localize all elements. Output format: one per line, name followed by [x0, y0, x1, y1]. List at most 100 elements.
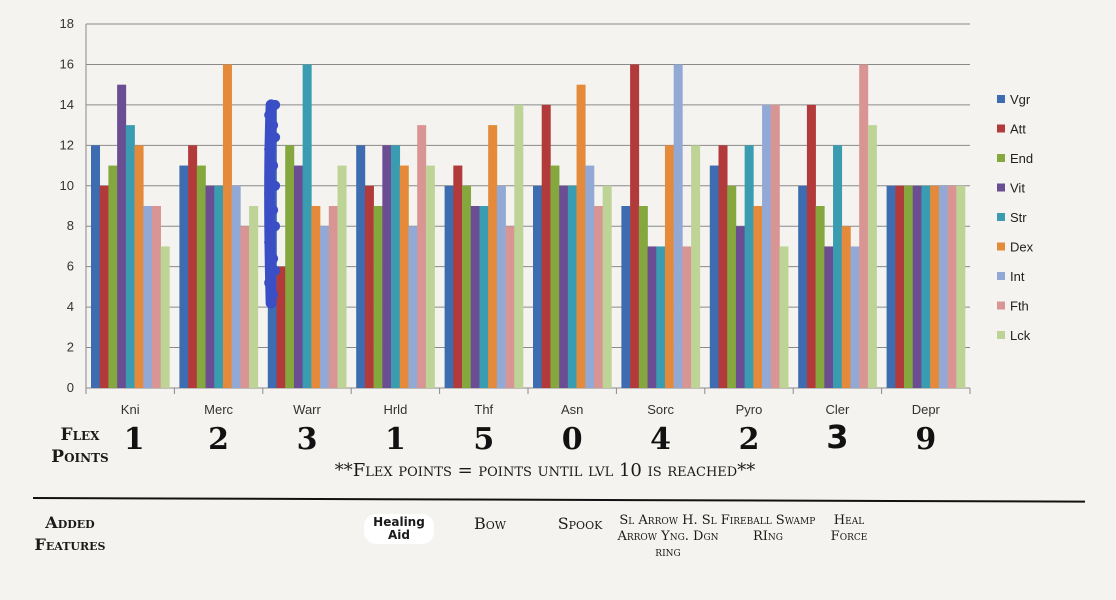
bar-vgr-kni	[91, 145, 101, 388]
y-tick-label: 18	[60, 16, 74, 31]
bar-vit-asn	[559, 185, 569, 388]
legend-label-vgr: Vgr	[1010, 92, 1031, 107]
bar-vgr-sorc	[621, 206, 631, 388]
bar-dex-kni	[134, 145, 144, 388]
bar-fth-thf	[505, 226, 515, 388]
bar-att-pyro	[718, 145, 728, 388]
bar-int-depr	[938, 185, 948, 388]
bar-lck-merc	[249, 206, 259, 388]
bar-vit-pyro	[735, 226, 745, 388]
legend-swatch-fth	[997, 301, 1005, 310]
x-tick-label: Depr	[912, 402, 941, 417]
bar-fth-kni	[151, 206, 161, 388]
bar-end-asn	[550, 165, 560, 388]
bar-att-depr	[895, 185, 905, 388]
bar-vit-kni	[117, 84, 127, 389]
bar-att-asn	[541, 104, 551, 388]
bar-vgr-hrld	[356, 145, 366, 388]
legend-label-vit: Vit	[1010, 181, 1025, 196]
bar-str-kni	[125, 125, 135, 388]
bar-att-cler	[806, 104, 816, 388]
bar-att-warr	[276, 266, 286, 388]
legend-label-end: End	[1010, 151, 1033, 166]
bar-lck-thf	[514, 104, 524, 388]
bar-end-depr	[904, 185, 914, 388]
bar-vit-warr	[293, 165, 303, 388]
annotation-dot	[264, 188, 275, 199]
bar-dex-depr	[930, 185, 940, 388]
flex-value-asn: 0	[561, 422, 583, 457]
annotation-dot	[270, 132, 281, 143]
hand-drawn-annotation	[264, 99, 281, 309]
bar-lck-asn	[602, 185, 612, 388]
bar-fth-hrld	[417, 125, 427, 388]
bar-int-kni	[143, 206, 153, 388]
legend-swatch-att	[997, 124, 1005, 133]
added-features-label: Added Features	[34, 513, 106, 554]
bar-int-merc	[231, 185, 241, 388]
bar-int-thf	[496, 185, 506, 388]
annotation-dot	[268, 120, 279, 131]
bar-str-sorc	[656, 246, 666, 388]
feature-asn: Spook	[557, 514, 603, 533]
y-tick-label: 2	[67, 340, 74, 355]
bar-fth-pyro	[770, 104, 780, 388]
annotation-dot	[268, 253, 279, 264]
bar-att-hrld	[364, 185, 374, 388]
x-tick-label: Pyro	[736, 402, 763, 417]
legend-swatch-int	[997, 272, 1005, 280]
y-tick-label: 0	[67, 380, 74, 395]
bar-fth-sorc	[682, 246, 692, 388]
y-tick-label: 14	[60, 97, 74, 112]
bar-att-merc	[188, 145, 198, 388]
bar-end-cler	[815, 206, 825, 388]
y-tick-label: 8	[67, 218, 74, 233]
bar-dex-sorc	[664, 145, 674, 388]
flex-points-note: **Flex points = points until lvl 10 is r…	[334, 460, 756, 481]
bar-vgr-asn	[533, 185, 543, 388]
flex-value-kni: 1	[123, 422, 145, 457]
bar-dex-hrld	[399, 165, 409, 388]
bar-int-pyro	[762, 104, 772, 388]
annotation-dot	[264, 277, 275, 288]
bar-dex-pyro	[753, 206, 763, 388]
annotation-dot	[270, 99, 281, 110]
bar-lck-depr	[956, 185, 966, 388]
bar-str-warr	[302, 64, 312, 388]
bar-att-sorc	[630, 64, 640, 388]
annotation-dot	[264, 144, 275, 155]
legend-swatch-str	[997, 213, 1005, 221]
bar-vit-sorc	[647, 246, 657, 388]
bar-lck-warr	[337, 165, 347, 388]
feature-pyro: Fireball Swamp RIng	[720, 513, 816, 544]
legend-label-fth: Fth	[1010, 299, 1029, 314]
legend-label-dex: Dex	[1010, 240, 1034, 255]
bar-fth-asn	[593, 206, 603, 388]
bar-fth-warr	[328, 206, 338, 388]
bar-dex-thf	[488, 125, 498, 388]
legend-swatch-end	[997, 154, 1005, 162]
annotation-dot	[264, 237, 275, 248]
bar-str-merc	[214, 185, 224, 388]
x-tick-label: Thf	[474, 402, 493, 417]
bar-fth-depr	[947, 185, 957, 388]
feature-cler: Heal Force	[830, 513, 868, 544]
annotation-dot	[268, 160, 279, 171]
bar-dex-asn	[576, 84, 586, 389]
x-tick-label: Warr	[293, 402, 321, 417]
bar-int-hrld	[408, 226, 418, 388]
bar-str-pyro	[744, 145, 754, 388]
stat-bar-chart: 0 2 4 6 8 10 12 14 16 18 Kni Merc Warr Hrld Thf Asn Sorc…	[60, 16, 1034, 417]
legend-swatch-vit	[997, 183, 1005, 192]
flex-value-cler: 3	[826, 418, 849, 456]
flex-value-depr: 9	[915, 422, 937, 457]
x-tick-label: Kni	[121, 402, 140, 417]
bar-end-sorc	[638, 206, 648, 388]
bar-str-cler	[833, 145, 843, 388]
bar-str-asn	[567, 185, 577, 388]
bar-str-thf	[479, 206, 489, 388]
bar-end-kni	[108, 165, 118, 388]
bar-fth-merc	[240, 226, 250, 388]
bar-dex-warr	[311, 206, 321, 388]
bar-end-thf	[462, 185, 472, 388]
